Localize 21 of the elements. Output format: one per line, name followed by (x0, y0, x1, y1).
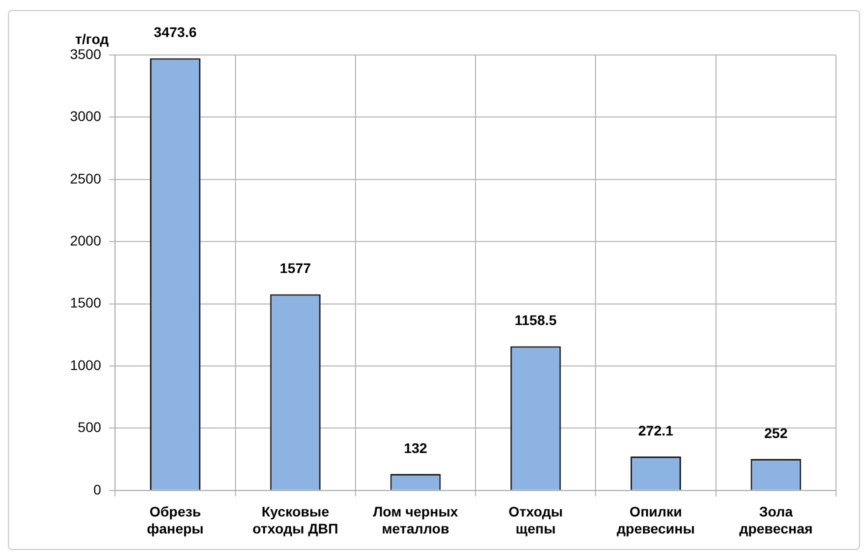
y-tick-label: 2500 (70, 170, 102, 186)
y-tick-label: 0 (93, 481, 102, 498)
x-tick-label: Обрезь фанеры (146, 504, 204, 536)
data-label: 272.1 (638, 422, 674, 438)
y-axis-title: т/год (75, 30, 109, 47)
y-tick-label: 500 (78, 419, 102, 436)
data-label: 1158.5 (514, 312, 557, 328)
x-tick-label: Опилки древесины (616, 504, 695, 536)
y-tick-label: 3000 (70, 108, 102, 124)
y-tick-label: 1000 (70, 356, 102, 373)
x-tick-label: Зола древесная (739, 504, 813, 536)
data-label: 252 (764, 424, 788, 441)
y-tick-label: 3500 (70, 46, 102, 62)
x-tick-label: Кусковые отходы ДВП (252, 504, 338, 536)
x-tick-label: Лом черных металлов (372, 504, 458, 536)
data-label: 1577 (280, 260, 312, 276)
data-label: 3473.6 (154, 24, 197, 40)
y-tick-label: 1500 (70, 294, 102, 311)
data-label: 132 (404, 440, 428, 456)
x-tick-label: Отходы щепы (508, 504, 563, 536)
y-tick-label: 2000 (70, 232, 102, 248)
